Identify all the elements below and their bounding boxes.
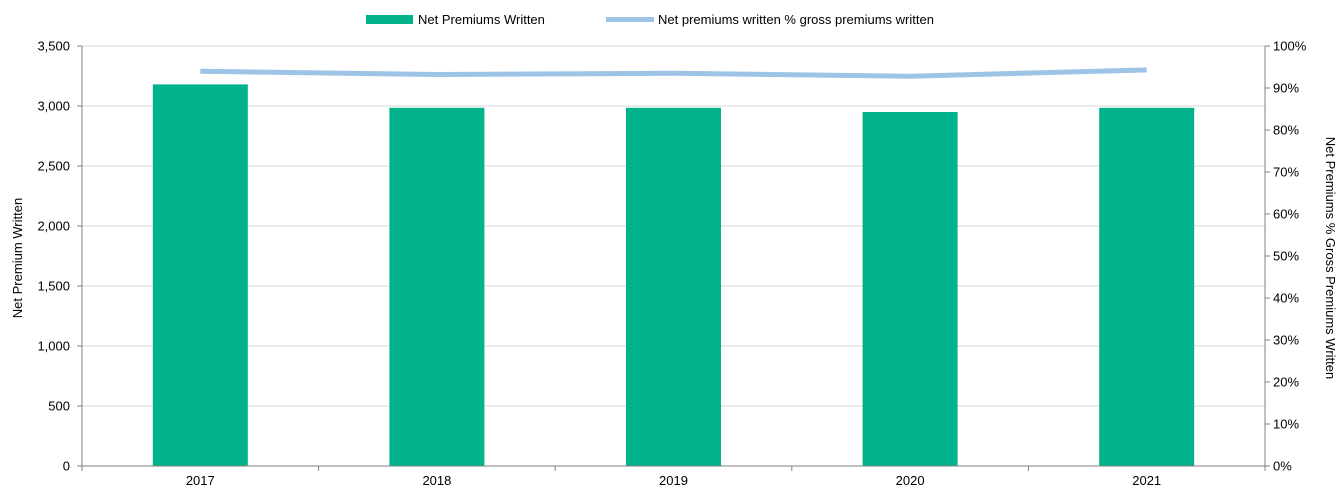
left-tick-label: 2,000 <box>37 219 70 234</box>
bar <box>152 84 248 467</box>
legend-swatch-bar <box>366 15 413 24</box>
legend: Net Premiums Written Net premiums writte… <box>366 12 934 27</box>
left-tick-label: 2,500 <box>37 159 70 174</box>
left-tick-label: 1,000 <box>37 339 70 354</box>
right-tick-label: 30% <box>1273 333 1299 348</box>
right-tick-label: 20% <box>1273 375 1299 390</box>
bar <box>862 112 958 466</box>
left-tick-label: 3,000 <box>37 99 70 114</box>
right-axis-ticks: 0% 10% 20% 30% 40% 50% 60% 70% 80% 90% 100% <box>1265 39 1307 474</box>
y2-axis-title: Net Premiums % Gross Premiums Written <box>1323 137 1338 379</box>
bar <box>626 107 721 467</box>
bar-series <box>152 84 1195 467</box>
x-tick-label: 2017 <box>186 473 215 488</box>
left-axis-ticks: 0 500 1,000 1,500 2,000 2,500 3,000 3,500 <box>37 39 82 474</box>
legend-label-bar: Net Premiums Written <box>418 12 545 27</box>
x-tick-label: 2020 <box>896 473 925 488</box>
left-tick-label: 1,500 <box>37 279 70 294</box>
legend-label-line: Net premiums written % gross premiums wr… <box>658 12 934 27</box>
right-tick-label: 50% <box>1273 249 1299 264</box>
x-tick-label: 2019 <box>659 473 688 488</box>
right-tick-label: 60% <box>1273 207 1299 222</box>
right-tick-label: 100% <box>1273 39 1307 54</box>
right-tick-label: 10% <box>1273 417 1299 432</box>
right-tick-label: 40% <box>1273 291 1299 306</box>
x-axis-ticks: 2017 2018 2019 2020 2021 <box>81 466 1266 488</box>
x-tick-label: 2018 <box>422 473 451 488</box>
right-tick-label: 90% <box>1273 81 1299 96</box>
line-path <box>200 67 1147 79</box>
bar <box>1099 107 1195 467</box>
right-tick-label: 70% <box>1273 165 1299 180</box>
bar <box>389 107 485 467</box>
line-series <box>200 67 1147 79</box>
x-tick-label: 2021 <box>1132 473 1161 488</box>
left-tick-label: 3,500 <box>37 39 70 54</box>
left-tick-label: 500 <box>48 399 70 414</box>
y-axis-title: Net Premium Written <box>10 198 25 318</box>
right-tick-label: 80% <box>1273 123 1299 138</box>
right-tick-label: 0% <box>1273 459 1292 474</box>
left-tick-label: 0 <box>63 459 70 474</box>
